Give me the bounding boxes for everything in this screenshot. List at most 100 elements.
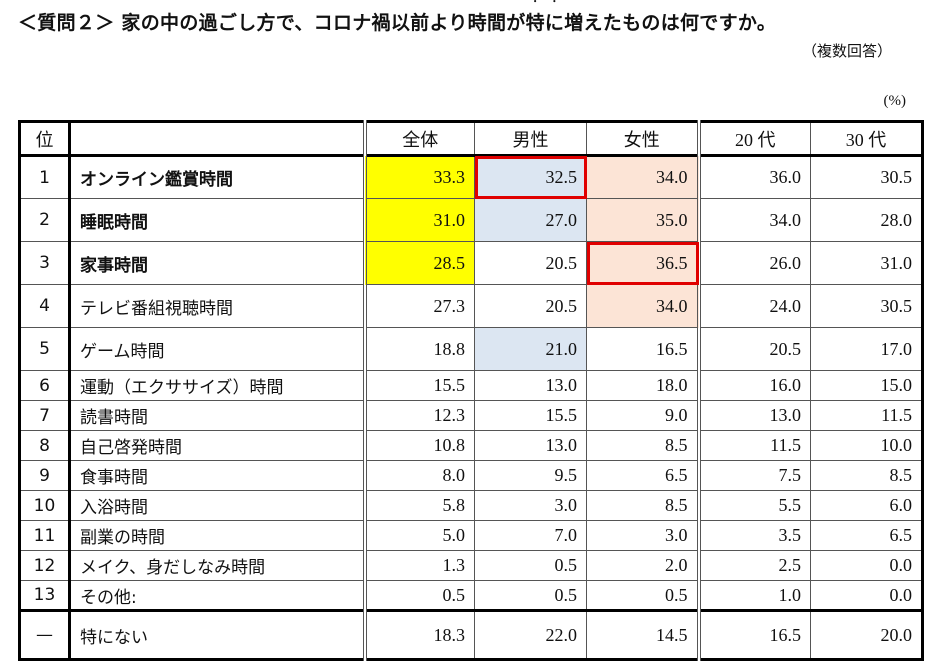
female-cell: 16.5 bbox=[586, 327, 701, 371]
female-cell: 35.0 bbox=[586, 198, 701, 242]
table-row: 11 副業の時間 5.0 7.0 3.0 3.5 6.5 bbox=[19, 520, 923, 551]
label-cell: その他: bbox=[69, 580, 367, 611]
male-cell: 0.5 bbox=[474, 550, 587, 581]
label-cell: 食事時間 bbox=[69, 460, 367, 491]
female-cell: 9.0 bbox=[586, 400, 701, 431]
male-cell: 7.0 bbox=[474, 520, 587, 551]
rank-cell: 8 bbox=[19, 430, 71, 461]
age20-cell: 7.5 bbox=[698, 460, 811, 491]
age20-cell: 11.5 bbox=[698, 430, 811, 461]
table-row-none: — 特にない 18.3 22.0 14.5 16.5 20.0 bbox=[19, 609, 923, 660]
age30-cell: 6.0 bbox=[810, 490, 923, 521]
table-row: 1 オンライン鑑賞時間 33.3 32.5 34.0 36.0 30.5 bbox=[19, 155, 923, 199]
table-row: 6 運動（エクササイズ）時間 15.5 13.0 18.0 16.0 15.0 bbox=[19, 370, 923, 401]
rank-cell: 5 bbox=[19, 327, 71, 371]
age30-cell: 8.5 bbox=[810, 460, 923, 491]
question-title: ＜質問２＞ 家の中の過ごし方で、コロナ禍以前より時間が特に増えたものは何ですか。 bbox=[18, 8, 776, 35]
female-cell: 14.5 bbox=[586, 609, 701, 660]
label-cell: 睡眠時間 bbox=[69, 198, 367, 242]
title-suffix: 増えたものは何ですか。 bbox=[564, 12, 777, 34]
age20-cell: 3.5 bbox=[698, 520, 811, 551]
table-row: 12 メイク、身だしなみ時間 1.3 0.5 2.0 2.5 0.0 bbox=[19, 550, 923, 581]
female-cell: 0.5 bbox=[586, 580, 701, 611]
title-prefix: ＜質問２＞ 家の中の過ごし方で、コロナ禍以前より時間が bbox=[18, 12, 526, 34]
male-cell: 21.0 bbox=[474, 327, 587, 371]
unit-label: (%) bbox=[883, 93, 907, 109]
header-row: 位 全体 男性 女性 20 代 30 代 bbox=[19, 121, 923, 157]
label-cell: 自己啓発時間 bbox=[69, 430, 367, 461]
total-cell: 5.0 bbox=[364, 520, 475, 551]
header-20s: 20 代 bbox=[698, 121, 811, 157]
total-cell: 0.5 bbox=[364, 580, 475, 611]
age20-cell: 24.0 bbox=[698, 284, 811, 328]
male-cell: 13.0 bbox=[474, 430, 587, 461]
total-cell: 18.8 bbox=[364, 327, 475, 371]
header-30s: 30 代 bbox=[810, 121, 923, 157]
total-cell: 18.3 bbox=[364, 609, 475, 660]
male-cell: 3.0 bbox=[474, 490, 587, 521]
age30-cell: 28.0 bbox=[810, 198, 923, 242]
age30-cell: 31.0 bbox=[810, 241, 923, 285]
table-row: 3 家事時間 28.5 20.5 36.5 26.0 31.0 bbox=[19, 241, 923, 285]
header-total: 全体 bbox=[364, 121, 475, 157]
age20-cell: 20.5 bbox=[698, 327, 811, 371]
female-cell: 18.0 bbox=[586, 370, 701, 401]
age30-cell: 0.0 bbox=[810, 550, 923, 581]
rank-cell: 2 bbox=[19, 198, 71, 242]
male-cell: 9.5 bbox=[474, 460, 587, 491]
label-cell: 読書時間 bbox=[69, 400, 367, 431]
title-emphasis-2: に bbox=[545, 8, 564, 35]
age30-cell: 15.0 bbox=[810, 370, 923, 401]
male-cell: 13.0 bbox=[474, 370, 587, 401]
age20-cell: 5.5 bbox=[698, 490, 811, 521]
table-row: 8 自己啓発時間 10.8 13.0 8.5 11.5 10.0 bbox=[19, 430, 923, 461]
table-row: 13 その他: 0.5 0.5 0.5 1.0 0.0 bbox=[19, 580, 923, 611]
table-row: 5 ゲーム時間 18.8 21.0 16.5 20.5 17.0 bbox=[19, 327, 923, 371]
label-cell: 副業の時間 bbox=[69, 520, 367, 551]
total-cell: 15.5 bbox=[364, 370, 475, 401]
table-row: 4 テレビ番組視聴時間 27.3 20.5 34.0 24.0 30.5 bbox=[19, 284, 923, 328]
label-cell: 運動（エクササイズ）時間 bbox=[69, 370, 367, 401]
age30-cell: 20.0 bbox=[810, 609, 923, 660]
header-label bbox=[69, 121, 367, 157]
multiple-answer-note: （複数回答） bbox=[801, 42, 892, 60]
rank-cell: — bbox=[19, 609, 71, 660]
title-emphasis-1: 特 bbox=[526, 8, 545, 35]
total-cell: 31.0 bbox=[364, 198, 475, 242]
age20-cell: 2.5 bbox=[698, 550, 811, 581]
total-cell: 27.3 bbox=[364, 284, 475, 328]
male-cell: 20.5 bbox=[474, 241, 587, 285]
female-cell: 3.0 bbox=[586, 520, 701, 551]
male-cell: 32.5 bbox=[474, 155, 587, 199]
rank-cell: 13 bbox=[19, 580, 71, 611]
header-female: 女性 bbox=[586, 121, 701, 157]
female-cell: 2.0 bbox=[586, 550, 701, 581]
total-cell: 33.3 bbox=[364, 155, 475, 199]
total-cell: 28.5 bbox=[364, 241, 475, 285]
rank-cell: 6 bbox=[19, 370, 71, 401]
label-cell: 家事時間 bbox=[69, 241, 367, 285]
header-male: 男性 bbox=[474, 121, 587, 157]
label-cell: オンライン鑑賞時間 bbox=[69, 155, 367, 199]
rank-cell: 10 bbox=[19, 490, 71, 521]
male-cell: 27.0 bbox=[474, 198, 587, 242]
rank-cell: 11 bbox=[19, 520, 71, 551]
rank-cell: 7 bbox=[19, 400, 71, 431]
age20-cell: 26.0 bbox=[698, 241, 811, 285]
age30-cell: 10.0 bbox=[810, 430, 923, 461]
male-cell: 20.5 bbox=[474, 284, 587, 328]
age20-cell: 13.0 bbox=[698, 400, 811, 431]
header-rank: 位 bbox=[19, 121, 71, 157]
rank-cell: 4 bbox=[19, 284, 71, 328]
table-row: 7 読書時間 12.3 15.5 9.0 13.0 11.5 bbox=[19, 400, 923, 431]
age30-cell: 30.5 bbox=[810, 284, 923, 328]
total-cell: 12.3 bbox=[364, 400, 475, 431]
age20-cell: 36.0 bbox=[698, 155, 811, 199]
table-row: 9 食事時間 8.0 9.5 6.5 7.5 8.5 bbox=[19, 460, 923, 491]
female-cell: 34.0 bbox=[586, 284, 701, 328]
age30-cell: 6.5 bbox=[810, 520, 923, 551]
label-cell: テレビ番組視聴時間 bbox=[69, 284, 367, 328]
age20-cell: 16.5 bbox=[698, 609, 811, 660]
female-cell: 8.5 bbox=[586, 490, 701, 521]
age30-cell: 30.5 bbox=[810, 155, 923, 199]
